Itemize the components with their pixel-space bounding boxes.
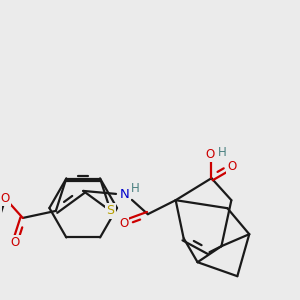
Text: O: O (10, 236, 20, 249)
Text: O: O (227, 160, 237, 173)
Text: S: S (106, 204, 115, 218)
Text: N: N (120, 188, 130, 201)
Text: H: H (218, 146, 227, 159)
Text: H: H (130, 182, 139, 195)
Text: O: O (206, 148, 215, 161)
Text: O: O (119, 217, 128, 230)
Text: O: O (1, 192, 10, 205)
